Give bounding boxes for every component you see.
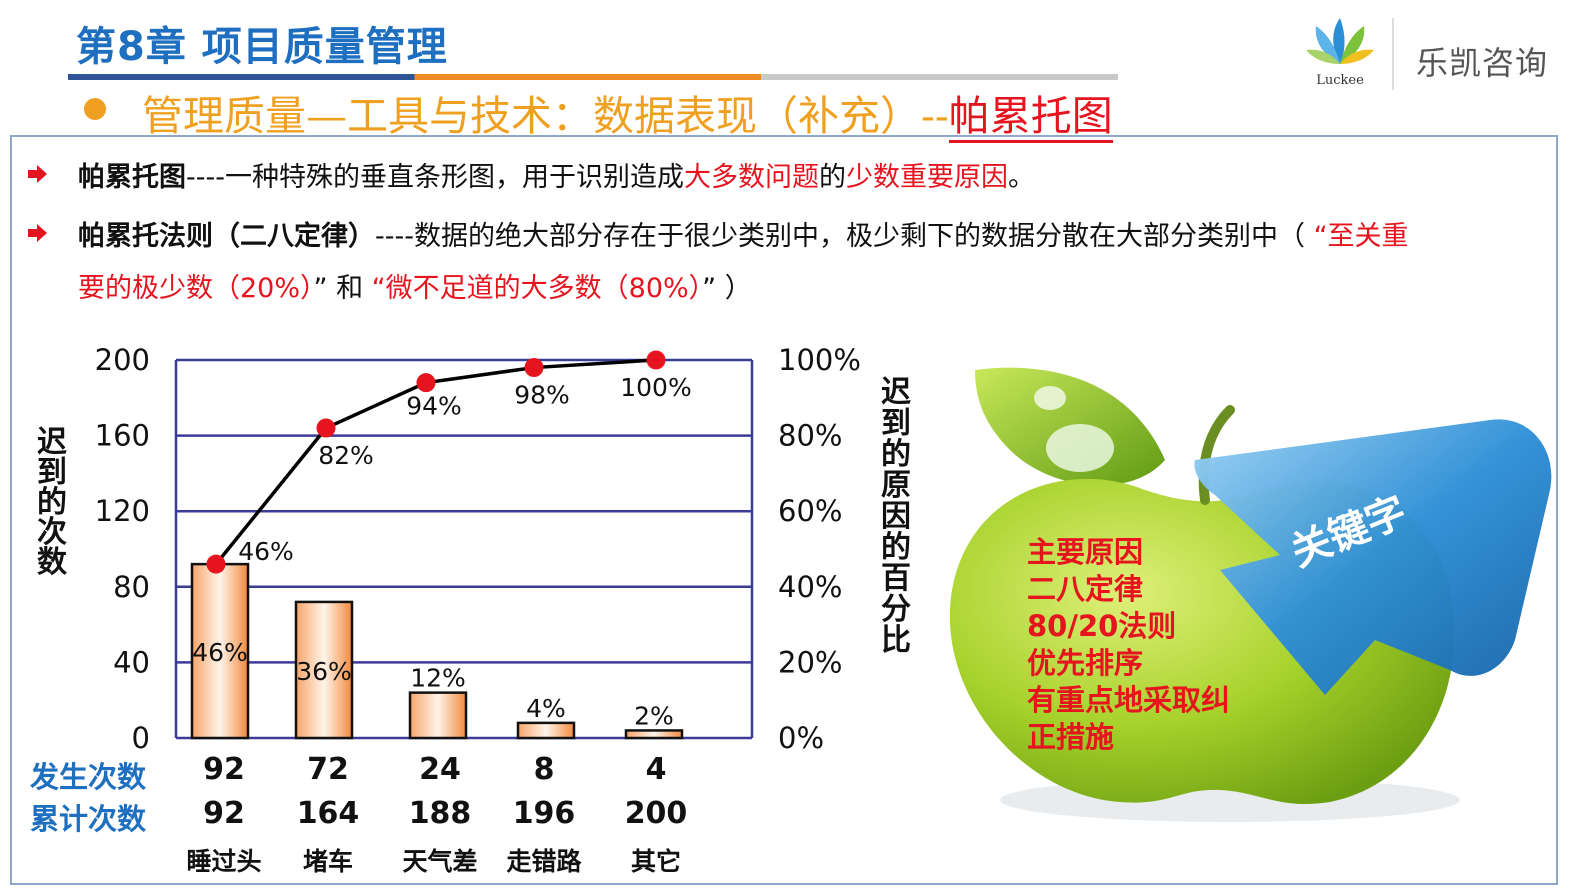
bar	[294, 600, 354, 740]
y2-axis-label: 迟到的原因的百分比	[881, 375, 911, 658]
bar-value-label: 46%	[192, 638, 248, 667]
bullet-red-text: 大多数问题	[683, 162, 819, 193]
keyword-item: 有重点地采取纠	[1027, 683, 1231, 717]
y-axis-label: 迟到的次数	[37, 425, 68, 580]
bullet-red-text: “至关重	[1313, 221, 1409, 252]
cumulative-label: 82%	[318, 441, 374, 470]
y2-tick-label: 40%	[778, 570, 842, 604]
bar	[624, 729, 684, 740]
keyword-item: 正措施	[1027, 720, 1115, 754]
cumulative-line	[214, 358, 657, 566]
brand-divider	[1392, 18, 1394, 90]
pareto-chart: 46% 36% 12% 4% 2% 46% 82% 94% 98% 100% 200 160 120…	[37, 343, 911, 750]
luckee-logo-icon: Luckee	[1306, 18, 1374, 88]
bullet-text: ” 和	[313, 273, 372, 304]
count-cell: 8	[533, 752, 555, 787]
slide-subtitle: 管理质量—工具与技术：数据表现（补充）--帕累托图	[142, 82, 1113, 143]
bar-value-label: 12%	[410, 664, 466, 693]
count-cell: 4	[645, 752, 667, 787]
bullet-pareto-rule-line2: 要的极少数（20%）” 和 “微不足道的大多数（80%）” ）	[78, 266, 752, 305]
bar-value-label: 36%	[296, 657, 352, 686]
y2-tick-label: 20%	[778, 645, 842, 679]
arrow-bullet-icon	[28, 224, 47, 242]
keyword-arrow-icon	[1194, 419, 1552, 695]
keyword-list: 主要原因 二八定律 80/20法则 优先排序 有重点地采取纠 正措施	[1027, 534, 1230, 756]
title-rule	[68, 74, 1118, 80]
cumulative-point	[206, 554, 226, 574]
bullet-pareto-rule: 帕累托法则（二八定律）----数据的绝大部分存在于很少类别中，极少剩下的数据分散…	[78, 214, 1409, 253]
subtitle-highlight: 帕累托图	[948, 92, 1113, 143]
water-drop-icon	[1034, 386, 1066, 410]
cumulative-point	[524, 358, 544, 378]
keyword-item: 优先排序	[1027, 646, 1144, 680]
keyword-item: 主要原因	[1027, 535, 1144, 569]
category-label: 睡过头	[186, 847, 262, 876]
y-tick-label: 80	[113, 570, 150, 604]
subtitle-main: 管理质量—工具与技术：数据表现（补充）--	[142, 92, 949, 140]
bullet-term: 帕累托法则（二八定律）	[78, 221, 375, 252]
bar	[190, 562, 250, 740]
y2-tick-label: 0%	[778, 721, 824, 750]
cumulative-cell: 188	[408, 796, 472, 831]
bullet-pareto-chart: 帕累托图----一种特殊的垂直条形图，用于识别造成大多数问题的少数重要原因。	[78, 155, 1035, 194]
y-tick-label: 160	[95, 419, 150, 453]
bullet-text: 。	[1007, 162, 1035, 193]
y-tick-label: 40	[113, 645, 150, 679]
category-label: 天气差	[402, 847, 478, 876]
bar-value-label: 4%	[526, 694, 566, 723]
bullet-term: 帕累托图	[78, 162, 186, 193]
keyword-item: 二八定律	[1027, 572, 1144, 606]
cumulative-point	[416, 373, 436, 393]
cumulative-label: 94%	[406, 392, 462, 421]
cumulative-cell: 164	[296, 796, 360, 831]
count-cell: 24	[419, 752, 461, 787]
bullet-text: ----一种特殊的垂直条形图，用于识别造成	[186, 162, 684, 193]
water-drop-icon	[1046, 424, 1114, 472]
cumulative-cell: 92	[203, 796, 245, 831]
y-tick-label: 0	[132, 721, 150, 750]
arrow-bullet-icon	[28, 165, 47, 183]
cumulative-label: 98%	[514, 381, 570, 410]
bar-value-label: 2%	[634, 701, 674, 730]
count-cell: 72	[307, 752, 349, 787]
cumulative-cell: 200	[624, 796, 688, 831]
row-label-cumulative: 累计次数	[30, 802, 147, 836]
logo-text: Luckee	[1316, 73, 1364, 88]
apple-stem	[1198, 405, 1235, 505]
bullet-text: ” ）	[702, 273, 752, 304]
y2-tick-label: 80%	[778, 419, 842, 453]
bullet-red-text: 少数重要原因	[845, 162, 1008, 193]
cumulative-point	[646, 350, 666, 370]
cumulative-point	[316, 418, 336, 438]
bullet-text: 的	[818, 162, 846, 193]
category-label: 堵车	[302, 847, 353, 876]
brand-name: 乐凯咨询	[1416, 44, 1549, 82]
keyword-item: 80/20法则	[1027, 609, 1177, 643]
chapter-title: 第8章 项目质量管理	[76, 24, 448, 70]
cumulative-label: 46%	[238, 537, 294, 566]
category-label: 走错路	[506, 847, 582, 876]
subtitle-bullet-dot	[84, 98, 106, 120]
apple-keyword-graphic: 关键字	[949, 367, 1552, 822]
bar	[516, 721, 576, 740]
y2-tick-label: 60%	[778, 494, 842, 528]
bar	[408, 691, 468, 740]
y-tick-label: 200	[95, 343, 150, 377]
bullet-red-text: “微不足道的大多数（80%）	[371, 273, 703, 304]
count-cell: 92	[203, 752, 245, 787]
category-label: 其它	[630, 847, 681, 876]
content-frame	[10, 135, 1558, 885]
y2-tick-label: 100%	[778, 343, 861, 377]
cumulative-label: 100%	[620, 373, 691, 402]
y-tick-label: 120	[95, 494, 150, 528]
bullet-text: ----数据的绝大部分存在于很少类别中，极少剩下的数据分散在大部分类别中（	[375, 221, 1314, 252]
bullet-red-text: 要的极少数（20%）	[78, 273, 314, 304]
row-label-count: 发生次数	[30, 760, 147, 794]
cumulative-cell: 196	[512, 796, 576, 831]
